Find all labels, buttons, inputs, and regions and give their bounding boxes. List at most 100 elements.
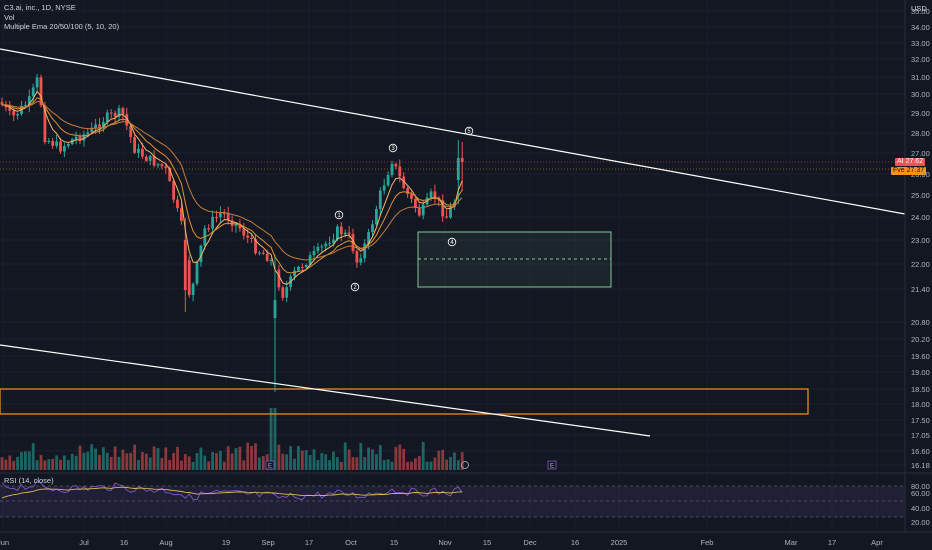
price-tick-label: 28.00 xyxy=(911,129,930,138)
candle-body xyxy=(24,105,27,107)
candle-body xyxy=(16,113,19,116)
volume-bar xyxy=(382,460,386,470)
volume-bar xyxy=(410,461,413,470)
price-tick-label: 32.00 xyxy=(911,55,930,64)
volume-bar xyxy=(117,456,121,470)
candle-body xyxy=(144,156,148,161)
volume-bar xyxy=(445,459,448,470)
candle-body xyxy=(152,155,156,166)
volume-bar xyxy=(70,453,74,470)
rsi-tick-label: 80.00 xyxy=(911,482,930,491)
candle-body xyxy=(238,223,242,229)
volume-bar xyxy=(289,446,292,470)
candle-body xyxy=(47,141,51,143)
volume-bar xyxy=(324,454,328,470)
volume-bar xyxy=(219,451,222,470)
candle-body xyxy=(191,283,195,295)
candle-body xyxy=(55,141,58,146)
volume-bar xyxy=(363,457,367,470)
symbol-title[interactable]: C3.ai, inc., 1D, NYSE xyxy=(4,3,76,12)
volume-bar xyxy=(230,453,234,470)
last-price-symbol: AI xyxy=(897,158,904,165)
volume-bar xyxy=(261,455,265,470)
volume-bar xyxy=(129,452,133,470)
price-axis: 35.00 34.00 33.00 32.00 31.00 30.00 29.00 28.00… xyxy=(904,0,930,532)
volume-bar xyxy=(351,457,355,470)
earnings-marker-label: E xyxy=(550,464,554,470)
volume-bar xyxy=(308,455,312,470)
ema-5-line xyxy=(1,90,463,285)
volume-bar xyxy=(347,449,351,470)
volume-bar xyxy=(297,446,300,470)
candle-body xyxy=(261,252,265,254)
time-tick-label: Jun xyxy=(0,538,9,547)
volume-bar xyxy=(258,457,261,470)
candle-body xyxy=(378,190,382,210)
volume-bar xyxy=(207,461,211,470)
candle-body xyxy=(363,243,367,259)
ema-20-line xyxy=(1,100,463,261)
volume-bar xyxy=(31,443,35,470)
rsi-tick-label: 20.00 xyxy=(911,518,930,527)
time-tick-label: 15 xyxy=(390,538,398,547)
candle-body xyxy=(12,110,16,116)
volume-bar xyxy=(402,448,406,470)
volume-bar xyxy=(51,459,55,470)
time-tick-label: 15 xyxy=(483,538,491,547)
volume-bar xyxy=(316,460,320,470)
volume-bar xyxy=(226,446,230,470)
candle-body xyxy=(293,270,296,277)
volume-bar xyxy=(43,460,47,470)
volume-bar xyxy=(102,447,105,470)
lower-trendline xyxy=(0,344,651,437)
earnings-marker xyxy=(265,460,275,470)
rsi-tick-label: 40.00 xyxy=(911,504,930,513)
candle-body xyxy=(98,124,101,128)
ema-10-line xyxy=(1,97,463,274)
candle-body xyxy=(246,235,250,238)
volume-bar xyxy=(109,456,113,470)
candle-body xyxy=(148,155,152,161)
volume-bar xyxy=(183,454,187,470)
volume-bar xyxy=(0,457,4,470)
price-tick-label: 29.00 xyxy=(911,109,930,118)
wave-label-3: 3 xyxy=(391,146,395,152)
candle-body xyxy=(297,266,300,271)
price-tick-label: 27.00 xyxy=(911,149,930,158)
candle-body xyxy=(86,132,90,135)
volume-bar xyxy=(222,461,226,470)
price-tick-label: 35.00 xyxy=(911,7,930,16)
candle-body xyxy=(90,127,94,133)
earnings-marker-label: E xyxy=(268,464,272,470)
candle-body xyxy=(172,180,175,200)
ema-price-value: 27.37 xyxy=(906,167,925,174)
volume-legend[interactable]: Vol xyxy=(4,13,15,22)
price-tick-label: 19.60 xyxy=(911,352,930,361)
volume-bar xyxy=(367,447,370,470)
candle-body xyxy=(230,220,234,226)
volume-bar xyxy=(168,459,172,470)
ema-price-symbol: Fve xyxy=(893,167,905,174)
candle-body xyxy=(316,246,320,252)
candle-body xyxy=(421,204,425,216)
rsi-legend[interactable]: RSI (14, close) xyxy=(4,476,54,485)
wave-label-circle xyxy=(334,210,344,220)
candle-body xyxy=(250,237,253,239)
price-tick-label: 33.00 xyxy=(911,39,930,48)
volume-bar xyxy=(160,457,164,470)
candle-body xyxy=(215,217,218,219)
time-tick-label: Jul xyxy=(79,538,89,547)
ema-legend[interactable]: Multiple Ema 20/50/100 (5, 10, 20) xyxy=(4,22,120,31)
volume-bar xyxy=(414,458,417,470)
volume-bar xyxy=(312,449,316,470)
candle-body xyxy=(187,260,191,295)
volume-bar xyxy=(453,452,456,470)
wave-label-2: 2 xyxy=(353,285,357,291)
volume-bar xyxy=(304,450,308,470)
candle-body xyxy=(460,158,464,162)
volume-bar xyxy=(137,459,140,470)
candle-body xyxy=(129,125,133,138)
